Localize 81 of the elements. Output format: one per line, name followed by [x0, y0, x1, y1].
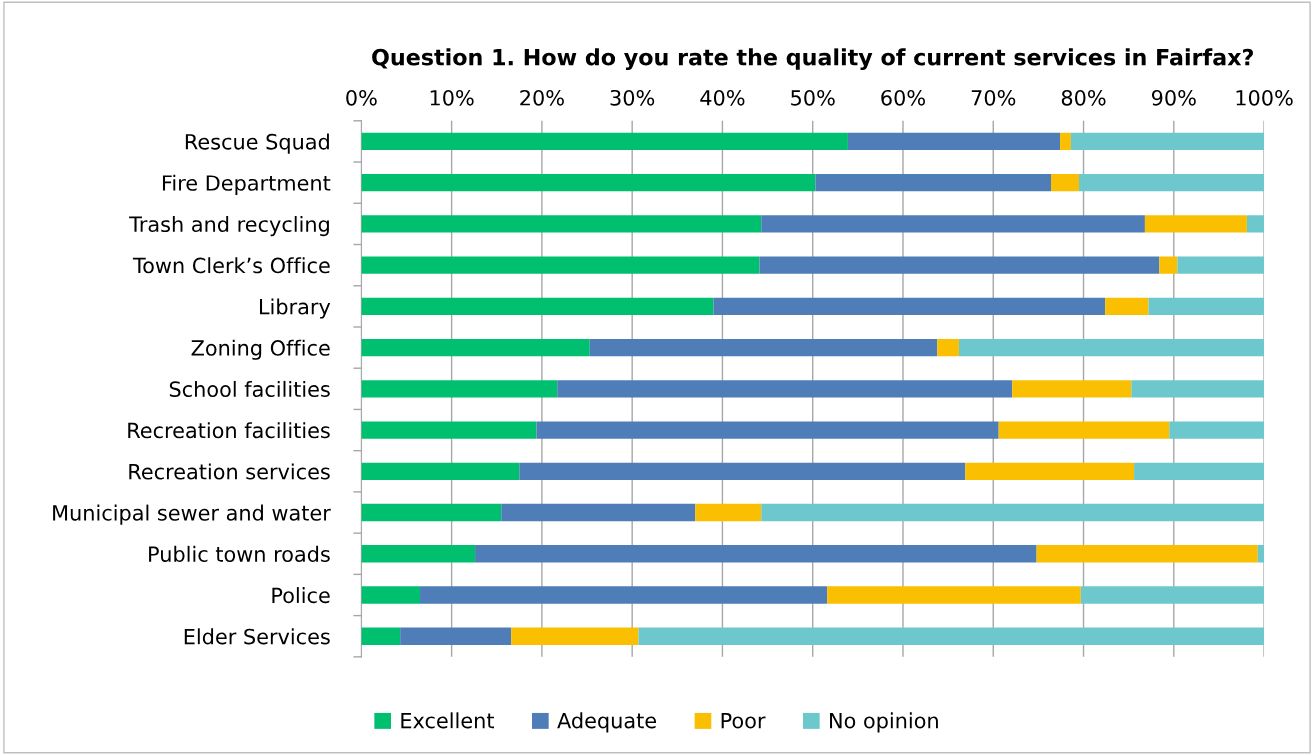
x-tick-label: 100%	[1236, 89, 1293, 106]
bar	[361, 380, 558, 398]
y-tick-label: Fire Department	[162, 174, 331, 195]
bar	[361, 132, 848, 151]
bar	[815, 173, 1052, 192]
legend-label: Adequate	[557, 712, 657, 733]
bar	[361, 545, 476, 563]
bar	[361, 256, 760, 274]
bar	[420, 586, 828, 604]
y-tick-label: Public town roads	[149, 545, 330, 562]
bar	[1079, 173, 1265, 192]
bar	[1060, 132, 1071, 151]
bar	[589, 338, 938, 357]
bar	[1105, 297, 1149, 316]
y-tick-label: Elder Services	[184, 628, 330, 645]
x-tick-label: 80%	[1061, 89, 1106, 106]
bar	[1148, 297, 1265, 316]
y-tick-label: Recreation facilities	[128, 422, 330, 439]
bar	[1144, 215, 1247, 233]
x-tick-label: 50%	[791, 89, 835, 106]
x-tick-label: 20%	[520, 89, 564, 106]
bar	[400, 627, 512, 645]
bar	[1159, 256, 1178, 274]
bar	[1036, 545, 1258, 563]
bar	[1012, 380, 1132, 398]
x-tick-label: 70%	[971, 89, 1016, 106]
y-tick-label: School facilities	[169, 380, 330, 398]
bar	[1169, 421, 1265, 439]
bar	[965, 462, 1135, 480]
bar	[1070, 132, 1265, 151]
bar	[761, 503, 1265, 522]
legend-label: No opinion	[830, 712, 938, 733]
x-tick-label: 40%	[700, 89, 745, 106]
bar	[1257, 545, 1265, 563]
y-tick-label: Town Clerk’s Office	[132, 257, 330, 274]
bar	[827, 586, 1081, 604]
y-tick-label: Recreation services	[129, 463, 330, 480]
x-tick-label: 10%	[430, 89, 474, 106]
bar	[501, 503, 696, 522]
bar	[1131, 380, 1265, 398]
bar	[361, 586, 421, 604]
bar	[638, 627, 1265, 645]
x-tick-label: 0%	[346, 89, 377, 106]
bar	[361, 421, 537, 439]
y-tick-label: Library	[259, 298, 331, 319]
bar	[361, 173, 816, 192]
bar	[958, 338, 1265, 357]
bar	[761, 215, 1145, 233]
x-tick-label: 90%	[1151, 89, 1196, 106]
bar	[361, 338, 590, 357]
chart-title: Question 1. How do you rate the quality of current services in Fairfax?	[372, 48, 1253, 71]
y-tick-label: Trash and recycling	[129, 215, 329, 237]
bar	[511, 627, 639, 645]
bar	[361, 462, 520, 480]
bar	[361, 215, 762, 233]
y-tick-label: Municipal sewer and water	[53, 504, 331, 525]
y-tick-label: Zoning Office	[191, 339, 330, 360]
x-tick-label: 30%	[610, 89, 655, 106]
legend-label: Poor	[721, 712, 766, 729]
bar	[519, 462, 966, 480]
bar	[1080, 586, 1265, 604]
bar	[1051, 173, 1080, 192]
bar	[361, 297, 714, 316]
bar	[557, 380, 1013, 398]
bar	[937, 338, 959, 357]
y-tick-label: Police	[272, 587, 330, 604]
bar	[361, 627, 401, 645]
bar	[1177, 256, 1265, 274]
bar	[361, 503, 502, 522]
bar	[847, 132, 1061, 151]
bar	[1134, 462, 1265, 480]
bar	[713, 297, 1106, 316]
bar	[1246, 215, 1265, 233]
bar	[998, 421, 1170, 439]
bar	[695, 503, 762, 522]
bar	[536, 421, 999, 439]
bar	[475, 545, 1037, 563]
y-tick-label: Rescue Squad	[185, 133, 329, 154]
bar	[759, 256, 1160, 274]
x-tick-label: 60%	[881, 89, 925, 106]
legend-label: Excellent	[401, 712, 495, 729]
